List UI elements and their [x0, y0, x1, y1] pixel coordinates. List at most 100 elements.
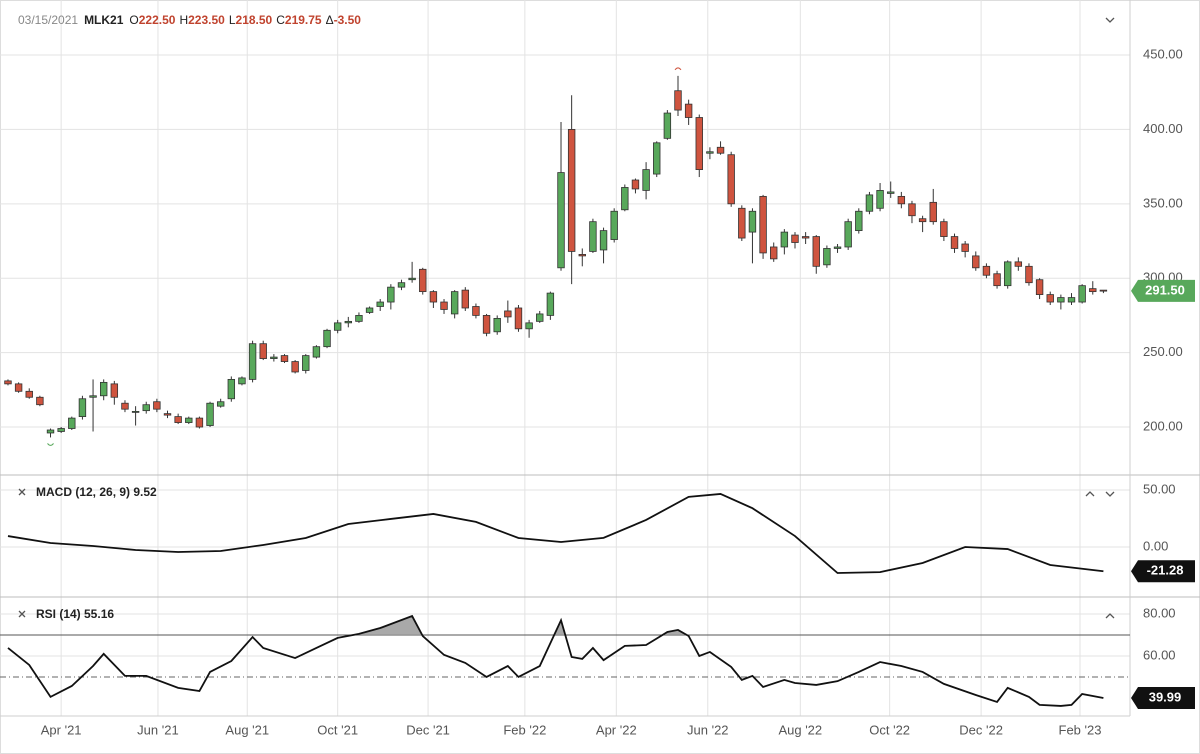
candle-body — [344, 320, 353, 324]
candle-body — [823, 248, 831, 266]
candle-body — [333, 322, 342, 331]
candle-body — [940, 221, 948, 237]
candle-body — [557, 172, 565, 269]
candle-body — [653, 142, 661, 175]
candle-body — [270, 356, 278, 359]
candle-body — [546, 292, 555, 316]
candle-body — [472, 306, 480, 316]
y-tick-label: 200.00 — [1143, 418, 1183, 433]
candle-body — [46, 429, 55, 434]
ohlc-key: O — [129, 13, 138, 27]
candle-body — [174, 416, 182, 423]
candle-body — [738, 207, 746, 239]
candle-body — [280, 355, 289, 362]
last-value-label: -21.28 — [1147, 563, 1184, 578]
legend-header: 03/15/2021 MLK21 O222.50 H223.50 L218.50 C219… — [18, 13, 361, 27]
candle-body — [695, 117, 703, 170]
candle-body — [408, 277, 416, 281]
indicator-line — [7, 614, 1104, 707]
x-tick-label: Aug '22 — [778, 722, 822, 737]
x-tick-label: Dec '22 — [959, 722, 1003, 737]
candle-body — [663, 112, 672, 139]
candle-body — [727, 154, 735, 205]
y-tick-label: 250.00 — [1143, 344, 1183, 359]
candle-body — [429, 291, 438, 303]
candle-body — [961, 243, 969, 252]
x-tick-label: Oct '21 — [317, 722, 358, 737]
candle-body — [801, 236, 810, 239]
x-tick-label: Dec '21 — [406, 722, 450, 737]
candle-body — [1067, 297, 1076, 303]
candle-body — [302, 355, 310, 371]
ohlc-key: H — [179, 13, 188, 27]
ohlc-value: 222.50 — [139, 13, 176, 27]
x-tick-label: Apr '22 — [596, 722, 637, 737]
candle-body — [1078, 285, 1086, 303]
candle-body — [206, 402, 214, 426]
move-down[interactable] — [1105, 491, 1115, 497]
candle-body — [355, 315, 363, 322]
candle-body — [599, 230, 608, 251]
candle-body — [780, 231, 789, 248]
candle-body — [865, 194, 874, 212]
candle-body — [1003, 261, 1012, 287]
x-tick-label: Feb '22 — [503, 722, 546, 737]
last-price-label: 291.50 — [1145, 282, 1185, 297]
candle-body — [216, 401, 225, 407]
last-value-tag — [1131, 686, 1195, 709]
collapse-toggle[interactable] — [1105, 17, 1115, 23]
last-price-tag — [1131, 279, 1195, 302]
candle-body — [376, 301, 384, 307]
candle-body — [312, 346, 321, 358]
candle-body — [631, 179, 640, 190]
candle-body — [397, 282, 406, 288]
candle-body — [876, 190, 884, 209]
candle-body — [812, 236, 820, 267]
candle-body — [610, 210, 618, 240]
close-macd[interactable] — [18, 488, 26, 496]
y-tick-label: 400.00 — [1143, 121, 1183, 136]
ohlc-value: 223.50 — [188, 13, 225, 27]
candle-body — [248, 343, 257, 380]
candle-body — [982, 265, 991, 276]
move-up[interactable] — [1085, 491, 1095, 497]
candle-body — [578, 254, 586, 257]
candle-body — [759, 195, 767, 254]
candle-body — [791, 234, 799, 243]
candle-body — [621, 187, 629, 211]
overbought-area — [353, 616, 687, 635]
candle-body — [78, 398, 87, 418]
candle-body — [4, 380, 12, 385]
candle-body — [25, 390, 33, 398]
candle-body — [844, 221, 852, 248]
candle-body — [684, 103, 693, 118]
candle-body — [36, 396, 44, 406]
candle-body — [918, 218, 927, 223]
candle-body — [89, 395, 97, 398]
y-tick-label: 60.00 — [1143, 647, 1176, 662]
candle-body — [514, 307, 523, 330]
candle-body — [185, 417, 193, 423]
ohlc-value: -3.50 — [334, 13, 362, 27]
candle-body — [567, 129, 576, 252]
ohlc-key: L — [229, 13, 236, 27]
candle-body — [748, 210, 757, 233]
last-value-tag — [1131, 560, 1195, 583]
candle-body — [57, 428, 65, 432]
x-tick-label: Jun '22 — [687, 722, 729, 737]
move-up[interactable] — [1105, 613, 1115, 619]
candle-body — [536, 313, 544, 322]
grid-layer — [0, 0, 1130, 716]
candle-body — [972, 255, 980, 269]
candle-body — [1089, 288, 1097, 293]
candle-body — [163, 413, 172, 416]
candle-body — [227, 379, 236, 400]
candle-body — [887, 191, 895, 194]
candle-body — [142, 404, 150, 412]
x-tick-label: Aug '21 — [225, 722, 269, 737]
candle-body — [1014, 261, 1023, 267]
rsi-title: RSI (14) 55.16 — [36, 607, 114, 621]
candle-body — [131, 410, 140, 413]
close-rsi[interactable] — [18, 610, 26, 618]
